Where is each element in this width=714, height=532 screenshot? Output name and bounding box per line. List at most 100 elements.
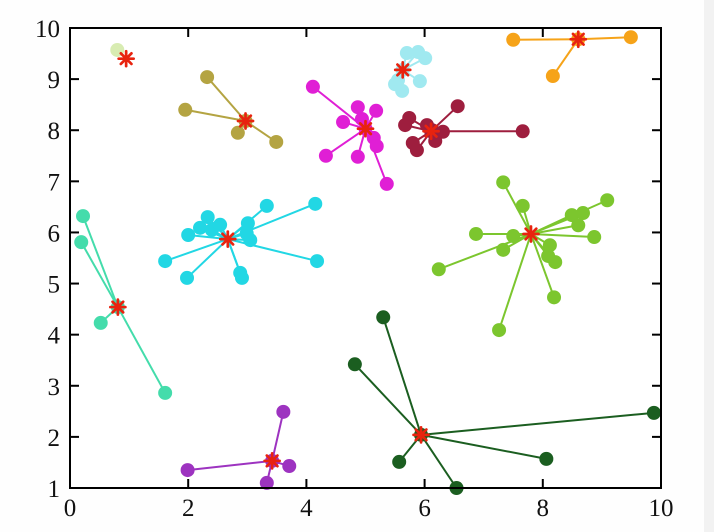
cluster-link-yellow-green xyxy=(498,233,532,331)
cluster-point-spring-green xyxy=(93,315,108,330)
cluster-point-yellow-green xyxy=(571,218,586,233)
cluster-point-cyan xyxy=(310,254,325,269)
cluster-point-dark-red xyxy=(398,118,413,133)
centroid-asterisk-dark-green xyxy=(414,428,428,442)
x-tick-label: 0 xyxy=(64,495,77,522)
cluster-point-magenta xyxy=(318,148,333,163)
cluster-point-cyan xyxy=(243,233,258,248)
y-tick-label: 8 xyxy=(48,118,61,145)
cluster-point-spring-green xyxy=(158,385,173,400)
cluster-point-magenta xyxy=(350,149,365,164)
cluster-point-purple xyxy=(282,459,297,474)
centroid-asterisk-orange xyxy=(571,32,585,46)
cluster-link-dark-green xyxy=(420,411,655,436)
cluster-point-yellow-green xyxy=(587,230,602,245)
y-tick-label: 4 xyxy=(48,323,61,350)
cluster-link-cyan xyxy=(164,238,229,263)
cluster-link-dark-green xyxy=(354,363,422,436)
cluster-link-magenta xyxy=(325,127,367,157)
cluster-link-orange xyxy=(513,38,579,41)
cluster-point-dark-green xyxy=(539,451,554,466)
y-tick-label: 6 xyxy=(48,220,61,247)
cluster-point-magenta xyxy=(369,139,384,154)
cluster-link-dark-green xyxy=(382,316,423,436)
cluster-link-purple xyxy=(187,459,273,472)
centroid-asterisk-yellow-green xyxy=(524,227,538,241)
cluster-point-dark-green xyxy=(376,310,391,325)
centroid-asterisk-spring-green xyxy=(111,300,125,314)
cluster-point-yellow-green xyxy=(547,290,562,305)
cluster-link-dark-green xyxy=(420,434,458,489)
cluster-point-yellow-green xyxy=(496,242,511,257)
cluster-point-dark-khaki xyxy=(230,125,245,140)
plot-area xyxy=(70,28,661,488)
cluster-point-yellow-green xyxy=(506,229,521,244)
cluster-point-orange xyxy=(545,69,560,84)
cluster-point-magenta xyxy=(379,176,394,191)
cluster-point-yellow-green xyxy=(548,255,563,270)
cluster-point-magenta xyxy=(336,115,351,130)
cluster-point-yellow-green xyxy=(469,226,484,241)
cluster-point-cyan xyxy=(158,254,173,269)
cluster-point-cyan xyxy=(308,196,323,211)
cluster-point-spring-green xyxy=(74,235,89,250)
cluster-link-yellow-green xyxy=(530,232,595,239)
x-tick-label: 4 xyxy=(300,495,313,522)
y-tick-label: 3 xyxy=(48,374,61,401)
cluster-point-cyan xyxy=(180,270,195,285)
cluster-link-cyan xyxy=(227,238,318,263)
cluster-link-dark-green xyxy=(420,433,547,460)
cluster-point-purple xyxy=(276,404,291,419)
y-tick-label: 5 xyxy=(48,272,61,299)
cluster-link-dark-khaki xyxy=(185,108,246,123)
centroid-asterisk-pale-turquoise xyxy=(396,63,410,77)
cluster-link-spring-green xyxy=(116,306,167,394)
x-tick-label: 2 xyxy=(182,495,195,522)
centroid-asterisk-purple xyxy=(265,454,279,468)
cluster-point-cyan xyxy=(234,270,249,285)
cluster-point-dark-red xyxy=(515,124,530,139)
y-tick-label: 2 xyxy=(48,425,61,452)
cluster-point-pale-turquoise xyxy=(412,74,427,89)
cluster-point-spring-green xyxy=(76,209,91,224)
x-tick-label: 8 xyxy=(537,495,550,522)
cluster-point-dark-red xyxy=(409,143,424,158)
y-tick-label: 9 xyxy=(48,67,61,94)
cluster-link-spring-green xyxy=(80,241,119,308)
centroid-asterisk-cyan xyxy=(221,232,235,246)
cluster-point-purple xyxy=(180,463,195,478)
cluster-point-yellow-green xyxy=(564,208,579,223)
x-tick-label: 10 xyxy=(649,495,674,522)
cluster-point-yellow-green xyxy=(431,262,446,277)
cluster-point-yellow-green xyxy=(515,198,530,213)
cluster-point-magenta xyxy=(369,103,384,118)
cluster-point-pale-turquoise xyxy=(418,51,433,66)
cluster-point-cyan xyxy=(200,210,215,225)
cluster-point-dark-red xyxy=(435,124,450,139)
cluster-point-yellow-green xyxy=(542,238,557,253)
y-tick-label: 7 xyxy=(48,169,61,196)
cluster-point-yellow-green xyxy=(575,206,590,221)
page-gutter xyxy=(704,0,714,532)
cluster-link-spring-green xyxy=(82,215,119,308)
centroid-asterisk-magenta xyxy=(358,122,373,136)
cluster-point-dark-green xyxy=(347,357,362,372)
cluster-point-magenta xyxy=(305,79,320,94)
axes-frame xyxy=(69,27,662,489)
cluster-point-dark-khaki xyxy=(178,102,193,117)
centroid-asterisk-dark-khaki xyxy=(238,114,253,128)
cluster-point-orange xyxy=(623,30,638,45)
centroid-asterisk-pale-green xyxy=(119,52,133,66)
cluster-point-cyan xyxy=(213,217,228,232)
cluster-point-cyan xyxy=(240,216,255,231)
y-tick-label: 1 xyxy=(48,476,61,503)
cluster-point-dark-green xyxy=(392,454,407,469)
cluster-link-yellow-green xyxy=(530,224,579,235)
x-tick-label: 6 xyxy=(418,495,431,522)
cluster-link-purple xyxy=(271,411,285,462)
cluster-point-cyan xyxy=(193,220,208,235)
cluster-point-cyan xyxy=(259,198,274,213)
cluster-point-cyan xyxy=(181,228,196,242)
